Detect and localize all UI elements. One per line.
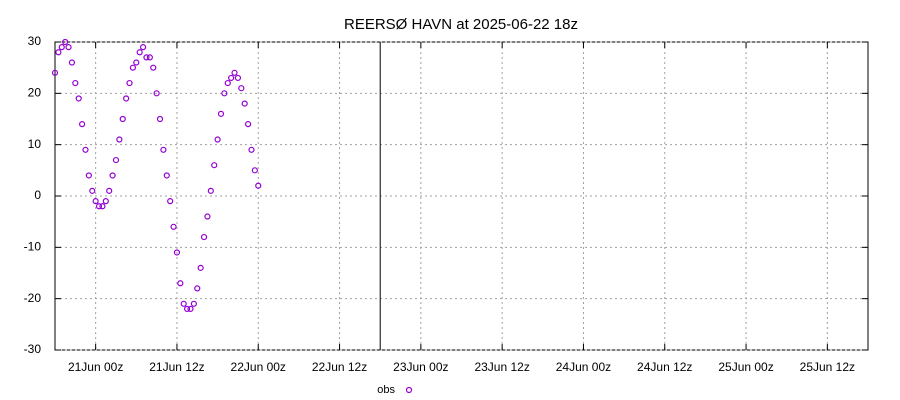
obs-point	[204, 213, 211, 220]
obs-point	[102, 198, 109, 205]
obs-point	[244, 121, 252, 128]
obs-point	[78, 121, 86, 128]
y-tick-label: 20	[28, 86, 42, 100]
y-tick-label: 0	[34, 188, 41, 202]
obs-point	[197, 264, 204, 271]
obs-point	[89, 187, 96, 194]
obs-point	[194, 285, 201, 292]
x-tick-label: 25Jun 12z	[800, 360, 855, 374]
x-tick-label: 22Jun 00z	[231, 360, 286, 374]
y-tick-label: -30	[24, 342, 42, 356]
obs-point	[92, 198, 99, 205]
obs-point	[72, 79, 79, 87]
obs-point	[106, 187, 113, 194]
obs-point	[190, 300, 197, 307]
obs-point	[82, 146, 89, 153]
obs-point	[119, 115, 126, 123]
obs-point	[75, 95, 82, 102]
obs-point	[241, 100, 248, 107]
x-tick-label: 23Jun 00z	[393, 360, 448, 374]
obs-point	[62, 38, 69, 46]
obs-point	[234, 74, 242, 82]
obs-point	[173, 249, 181, 256]
legend-marker	[405, 386, 413, 394]
obs-point	[51, 69, 59, 76]
obs-point	[248, 146, 255, 153]
obs-point	[143, 54, 150, 61]
legend-label: obs	[377, 384, 395, 396]
obs-point	[167, 198, 174, 205]
obs-point	[58, 44, 65, 51]
obs-point	[251, 167, 258, 174]
obs-point	[214, 136, 221, 143]
obs-point	[156, 115, 164, 123]
obs-point	[187, 305, 194, 313]
y-tick-label: -20	[24, 291, 42, 305]
x-tick-label: 24Jun 12z	[637, 360, 692, 374]
obs-point	[228, 74, 235, 82]
obs-point	[150, 64, 157, 71]
obs-point	[95, 203, 103, 210]
obs-point	[99, 203, 106, 210]
x-tick-label: 22Jun 12z	[312, 360, 367, 374]
obs-point	[68, 59, 76, 66]
obs-point	[221, 90, 228, 97]
x-tick-label: 24Jun 00z	[556, 360, 611, 374]
y-tick-label: 30	[28, 34, 42, 48]
obs-point	[211, 162, 218, 169]
obs-point	[238, 85, 245, 92]
obs-point	[65, 44, 72, 51]
obs-point	[112, 156, 120, 164]
obs-point	[170, 223, 177, 230]
obs-point	[129, 64, 137, 71]
obs-point	[217, 110, 225, 117]
obs-point	[200, 233, 208, 241]
obs-point	[116, 136, 123, 143]
obs-point	[136, 49, 143, 56]
obs-point	[163, 172, 170, 179]
obs-point	[123, 95, 130, 102]
chart-title: REERSØ HAVN at 2025-06-22 18z	[344, 16, 578, 33]
obs-point	[177, 280, 184, 287]
y-tick-label: 10	[28, 137, 42, 151]
obs-point	[153, 90, 160, 97]
obs-point	[180, 300, 187, 307]
x-tick-label: 21Jun 12z	[149, 360, 204, 374]
obs-point	[207, 187, 214, 194]
obs-point	[55, 49, 62, 56]
obs-point	[133, 59, 140, 66]
x-tick-label: 25Jun 00z	[718, 360, 773, 374]
obs-point	[109, 172, 116, 179]
obs-point	[146, 54, 153, 61]
obs-point	[224, 79, 231, 87]
obs-point	[85, 172, 92, 179]
obs-point	[160, 146, 167, 153]
obs-point	[255, 182, 262, 189]
obs-point	[139, 44, 147, 51]
obs-point	[231, 69, 238, 76]
obs-point	[126, 79, 133, 87]
x-tick-label: 21Jun 00z	[68, 360, 123, 374]
x-tick-label: 23Jun 12z	[474, 360, 529, 374]
y-tick-label: -10	[24, 240, 42, 254]
obs-point	[184, 305, 191, 313]
